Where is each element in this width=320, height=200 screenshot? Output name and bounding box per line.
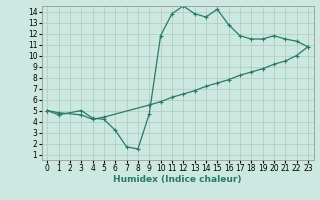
X-axis label: Humidex (Indice chaleur): Humidex (Indice chaleur)	[113, 175, 242, 184]
